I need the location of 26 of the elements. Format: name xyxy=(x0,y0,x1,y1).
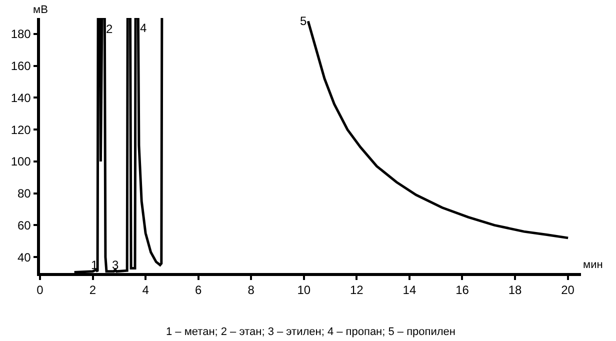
y-tick-label: 100 xyxy=(10,154,32,169)
y-tick-label: 80 xyxy=(17,186,32,201)
x-tick-label: 20 xyxy=(561,283,575,298)
text: 1 – метан; 2 – этан; 3 – этилен; 4 – пропан; 5 – пропилен xyxy=(166,326,456,338)
y-tick-label: 120 xyxy=(10,122,32,137)
x-tick-label: 14 xyxy=(402,283,416,298)
x-tick-label: 0 xyxy=(36,283,44,298)
x-tick-label: 12 xyxy=(350,283,364,298)
x-tick-label: 6 xyxy=(194,283,202,298)
x-tick-label: 16 xyxy=(456,283,470,298)
y-tick-label: 180 xyxy=(10,27,32,42)
annotation: 4 xyxy=(140,21,147,35)
annotation: 2 xyxy=(106,22,113,36)
x-tick-label: 10 xyxy=(297,283,311,298)
y-tick-label: 140 xyxy=(10,90,32,105)
y-tick-label: 40 xyxy=(17,250,32,264)
x-tick-label: 2 xyxy=(89,283,96,298)
annotation: 5 xyxy=(300,14,307,28)
y-axis-title: мВ xyxy=(33,4,48,16)
annotation: 3 xyxy=(112,258,119,272)
y-tick-label: 60 xyxy=(17,218,32,232)
x-tick-label: 18 xyxy=(508,283,522,298)
y-tick-label: 160 xyxy=(10,59,32,74)
x-tick-label: 4 xyxy=(142,283,150,298)
x-axis-title: мин xyxy=(583,259,603,271)
x-tick-label: 8 xyxy=(248,283,255,298)
